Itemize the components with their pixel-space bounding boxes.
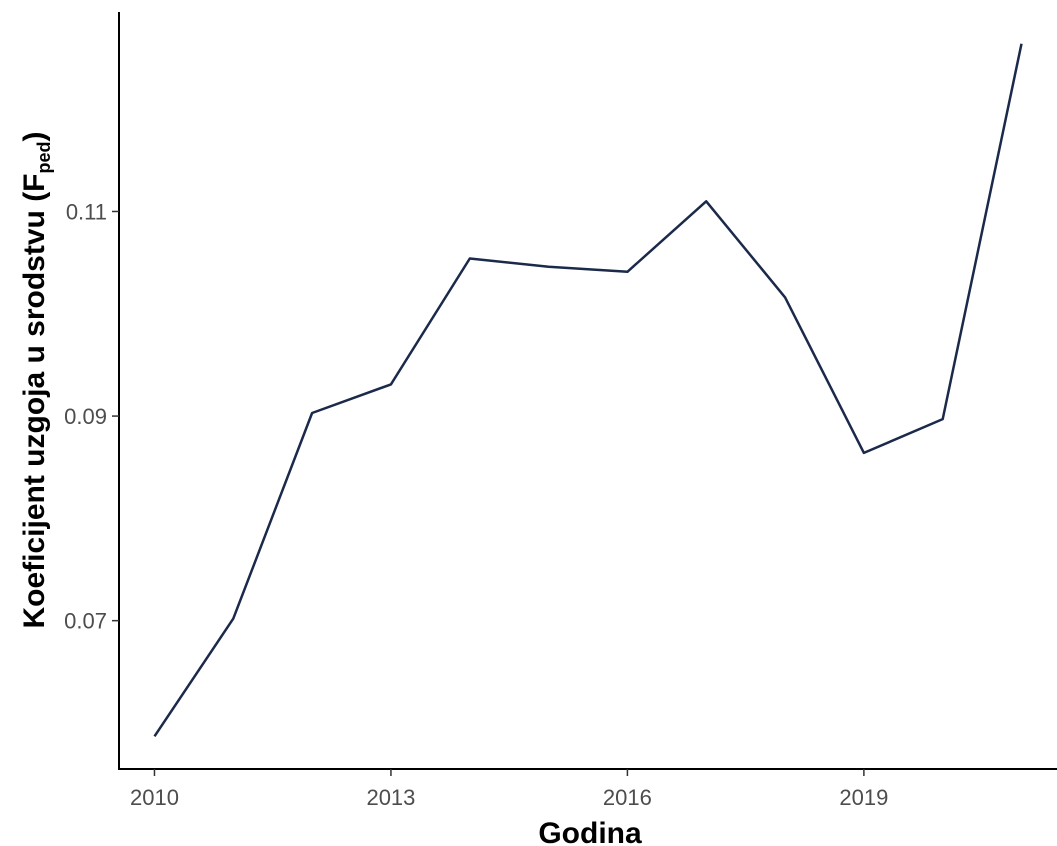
data-point-2019 — [861, 450, 867, 456]
data-point-2015 — [546, 264, 552, 270]
plot-area — [151, 41, 1024, 740]
data-point-2016 — [624, 269, 630, 275]
series-line — [153, 43, 1023, 737]
data-point-2013 — [388, 381, 394, 387]
data-point-2012 — [309, 410, 315, 416]
x-tick-label: 2013 — [366, 785, 415, 810]
y-axis-title-main: Koeficijent uzgoja u srodstvu (F — [18, 173, 51, 628]
y-tick-label: 0.11 — [66, 199, 107, 224]
x-axis-title: Godina — [538, 817, 642, 846]
y-tick-label: 0.07 — [64, 609, 107, 634]
y-axis-ticks: 0.07 0.09 0.11 — [64, 199, 119, 634]
data-point-2017 — [703, 198, 709, 204]
x-tick-label: 2016 — [603, 785, 652, 810]
y-axis-title-subscript: ped — [34, 141, 54, 173]
x-axis-ticks: 2010 2013 2016 2019 — [130, 769, 888, 810]
x-tick-label: 2019 — [839, 785, 888, 810]
data-point-2010 — [151, 733, 157, 739]
y-axis-title-close: ) — [18, 131, 51, 141]
y-tick-label: 0.09 — [64, 404, 107, 429]
data-point-2021 — [1019, 41, 1025, 47]
data-points — [151, 41, 1024, 740]
data-point-2014 — [467, 256, 473, 262]
data-point-2020 — [940, 416, 946, 422]
y-axis-title: Koeficijent uzgoja u srodstvu (Fped) — [18, 131, 54, 628]
x-tick-label: 2010 — [130, 785, 179, 810]
data-point-2011 — [230, 616, 236, 622]
data-point-2018 — [782, 294, 788, 300]
